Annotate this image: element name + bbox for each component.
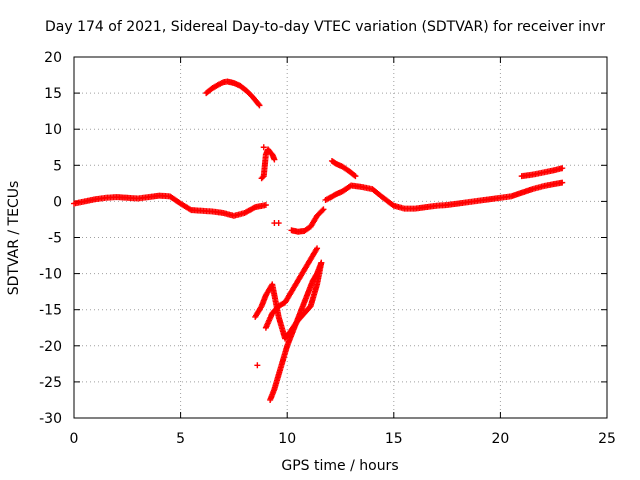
x-tick-label: 5 <box>176 431 185 447</box>
data-point <box>314 245 321 252</box>
data-point <box>271 156 278 163</box>
x-tick-label: 25 <box>598 431 616 447</box>
data-point <box>262 202 269 209</box>
x-tick-label: 0 <box>70 431 79 447</box>
y-tick-label: -15 <box>39 303 62 319</box>
data-point <box>559 179 566 186</box>
data-point <box>260 144 267 151</box>
series-main-trace <box>71 192 269 219</box>
y-tick-label: -30 <box>39 411 62 427</box>
data-point <box>275 220 282 227</box>
x-axis-label: GPS time / hours <box>281 458 398 474</box>
series-neg-arc-b <box>262 245 321 331</box>
series-post-trace <box>322 179 566 212</box>
data-point <box>559 165 566 172</box>
y-tick-label: 5 <box>53 158 62 174</box>
y-tick-label: 0 <box>53 194 62 210</box>
data-point <box>389 201 396 208</box>
x-tick-label: 20 <box>491 431 509 447</box>
data-point <box>254 362 261 369</box>
y-tick-label: -10 <box>39 267 62 283</box>
data-point <box>318 259 325 266</box>
data-point <box>255 101 262 108</box>
data-point <box>256 102 263 109</box>
x-axis-ticks: 0 5 10 15 20 25 <box>70 57 616 447</box>
series-dip-arc <box>288 206 327 235</box>
series-isolated-points <box>254 144 282 369</box>
series-late-arc <box>328 157 359 180</box>
x-tick-label: 10 <box>278 431 296 447</box>
y-tick-label: -5 <box>48 231 62 247</box>
data-point <box>351 172 358 179</box>
y-tick-label: -25 <box>39 375 62 391</box>
grid <box>74 57 607 418</box>
y-axis-label: SDTVAR / TECUs <box>6 181 22 296</box>
y-tick-label: -20 <box>39 339 62 355</box>
data-points <box>71 78 566 403</box>
x-tick-label: 15 <box>385 431 403 447</box>
y-tick-label: 15 <box>44 86 62 102</box>
data-point <box>320 206 327 213</box>
series-upper-tail <box>518 165 566 180</box>
plot-frame <box>73 56 608 419</box>
series-rising-arc <box>258 146 278 182</box>
series-neg-arc-c <box>267 259 325 403</box>
y-tick-label: 20 <box>44 50 62 66</box>
data-point <box>352 173 359 180</box>
series-upper-arc <box>203 78 263 109</box>
data-point <box>319 207 326 214</box>
y-axis-ticks: 20 15 10 5 0 -5 -10 -15 -20 -25 -30 <box>39 50 607 427</box>
chart-title: Day 174 of 2021, Sidereal Day-to-day VTE… <box>45 19 605 35</box>
y-tick-label: 10 <box>44 122 62 138</box>
